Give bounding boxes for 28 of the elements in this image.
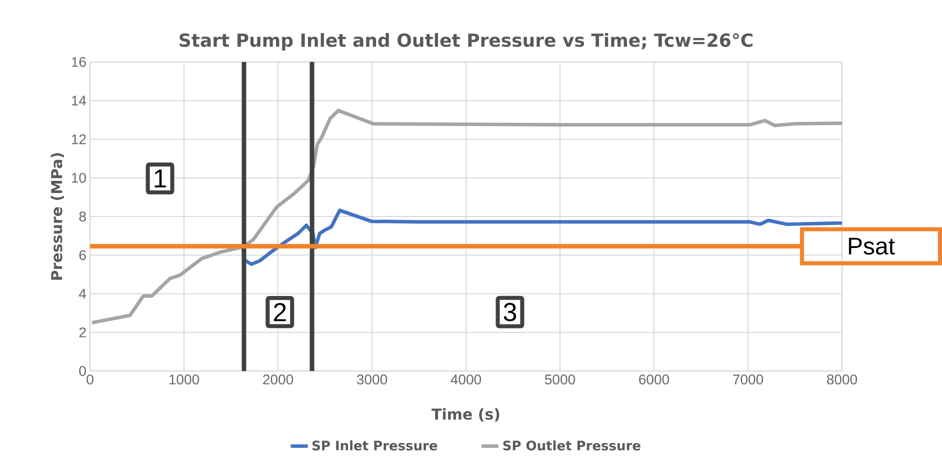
y-tick-label: 2 [79, 327, 86, 338]
annotation: 3 [504, 302, 516, 322]
x-tick-label: 2000 [263, 374, 294, 384]
annotation: 2 [274, 303, 286, 322]
ref-line-label: Psat [848, 238, 895, 255]
x-tick-label: 0 [86, 374, 94, 384]
y-tick-label: 10 [72, 172, 86, 183]
legend-label: SP Outlet Pressure [503, 440, 640, 450]
line-series [90, 108, 844, 324]
y-tick-label: 16 [72, 57, 86, 67]
y-tick-label: 0 [79, 366, 86, 376]
chart-title: Start Pump Inlet and Outlet Pressure vs Time; Tcw=26°C [180, 33, 752, 50]
x-tick-label: 4000 [450, 374, 482, 384]
y-tick-label: 8 [79, 212, 86, 222]
x-tick-label: 1000 [170, 374, 200, 384]
y-axis-title: Pressure (MPa) [50, 153, 64, 280]
x-tick-label: 7000 [733, 374, 764, 384]
x-tick-label: 5000 [544, 374, 576, 384]
y-tick-label: 6 [79, 250, 86, 260]
y-tick-label: 14 [72, 96, 86, 106]
x-axis-title: Time (s) [432, 408, 500, 422]
x-tick-label: 3000 [356, 374, 388, 384]
annotation: 1 [154, 169, 166, 188]
legend-label: SP Inlet Pressure [312, 440, 438, 450]
y-tick-label: 12 [72, 134, 86, 144]
x-tick-label: 8000 [827, 374, 858, 384]
x-tick-label: 6000 [639, 374, 670, 384]
y-tick-label: 4 [79, 288, 86, 299]
